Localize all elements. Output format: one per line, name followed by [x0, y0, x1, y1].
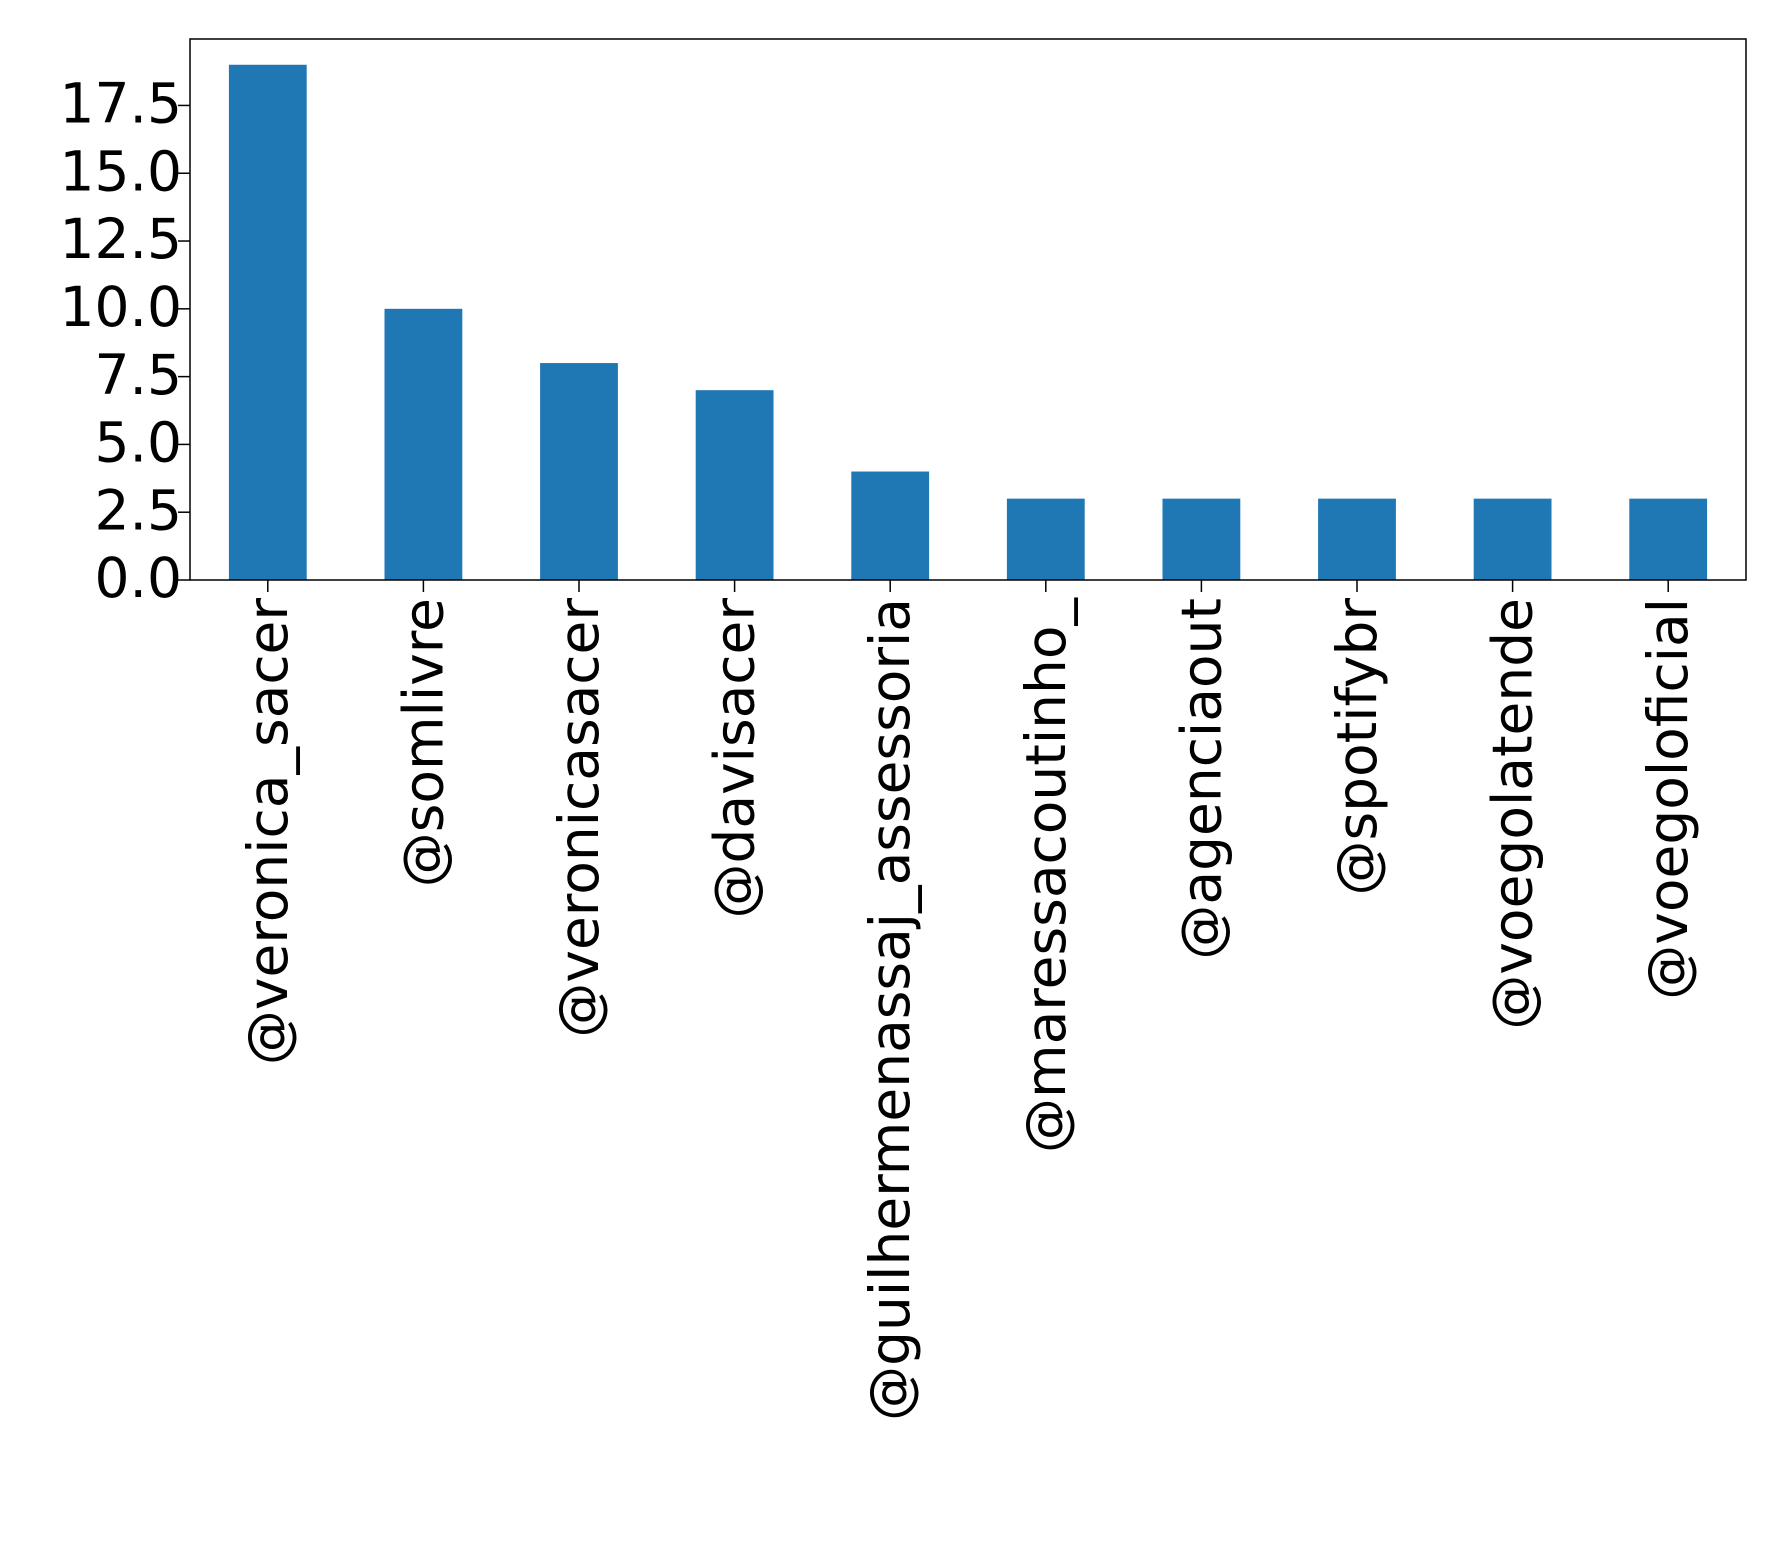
x-tick-label: @voegoloficial — [1636, 598, 1700, 1000]
y-axis: 0.02.55.07.510.012.515.017.5 — [60, 72, 190, 610]
y-tick-label: 7.5 — [95, 343, 182, 407]
y-tick-label: 5.0 — [95, 411, 182, 475]
bar-davisacer — [695, 390, 774, 580]
bar-voegolatende — [1473, 498, 1552, 580]
x-axis: @veronica_sacer @somlivre @veronicasacer @d… — [236, 580, 1700, 1421]
bar-somlivre — [384, 308, 463, 580]
bar-veronicasacer — [540, 363, 618, 580]
bar-spotifybr — [1318, 498, 1396, 580]
bar-voegoloficial — [1629, 498, 1708, 580]
bar-agenciaout — [1162, 498, 1241, 580]
y-tick-label: 17.5 — [60, 72, 182, 136]
x-tick-label: @veronica_sacer — [236, 598, 300, 1065]
x-tick-label: @voegolatende — [1481, 598, 1545, 1030]
bars-layer — [228, 64, 1708, 580]
bar-veronica_sacer — [228, 64, 307, 580]
y-tick-label: 0.0 — [95, 546, 182, 610]
x-tick-label: @somlivre — [391, 598, 455, 887]
x-tick-label: @davisacer — [703, 598, 767, 919]
x-tick-label: @veronicasacer — [547, 598, 611, 1038]
bar-maressacoutinho_ — [1006, 498, 1085, 580]
y-tick-label: 15.0 — [60, 139, 182, 203]
x-tick-label: @spotifybr — [1325, 598, 1389, 896]
y-tick-label: 2.5 — [95, 478, 182, 542]
y-tick-label: 10.0 — [60, 275, 182, 339]
x-tick-label: @guilhermenassaj_assessoria — [858, 598, 922, 1421]
x-tick-label: @agenciaout — [1169, 598, 1233, 960]
plot-frame — [189, 38, 1747, 581]
bar-guilhermenassaj_assessoria — [851, 471, 930, 580]
y-tick-label: 12.5 — [60, 207, 182, 271]
x-tick-label: @maressacoutinho_ — [1014, 597, 1078, 1153]
